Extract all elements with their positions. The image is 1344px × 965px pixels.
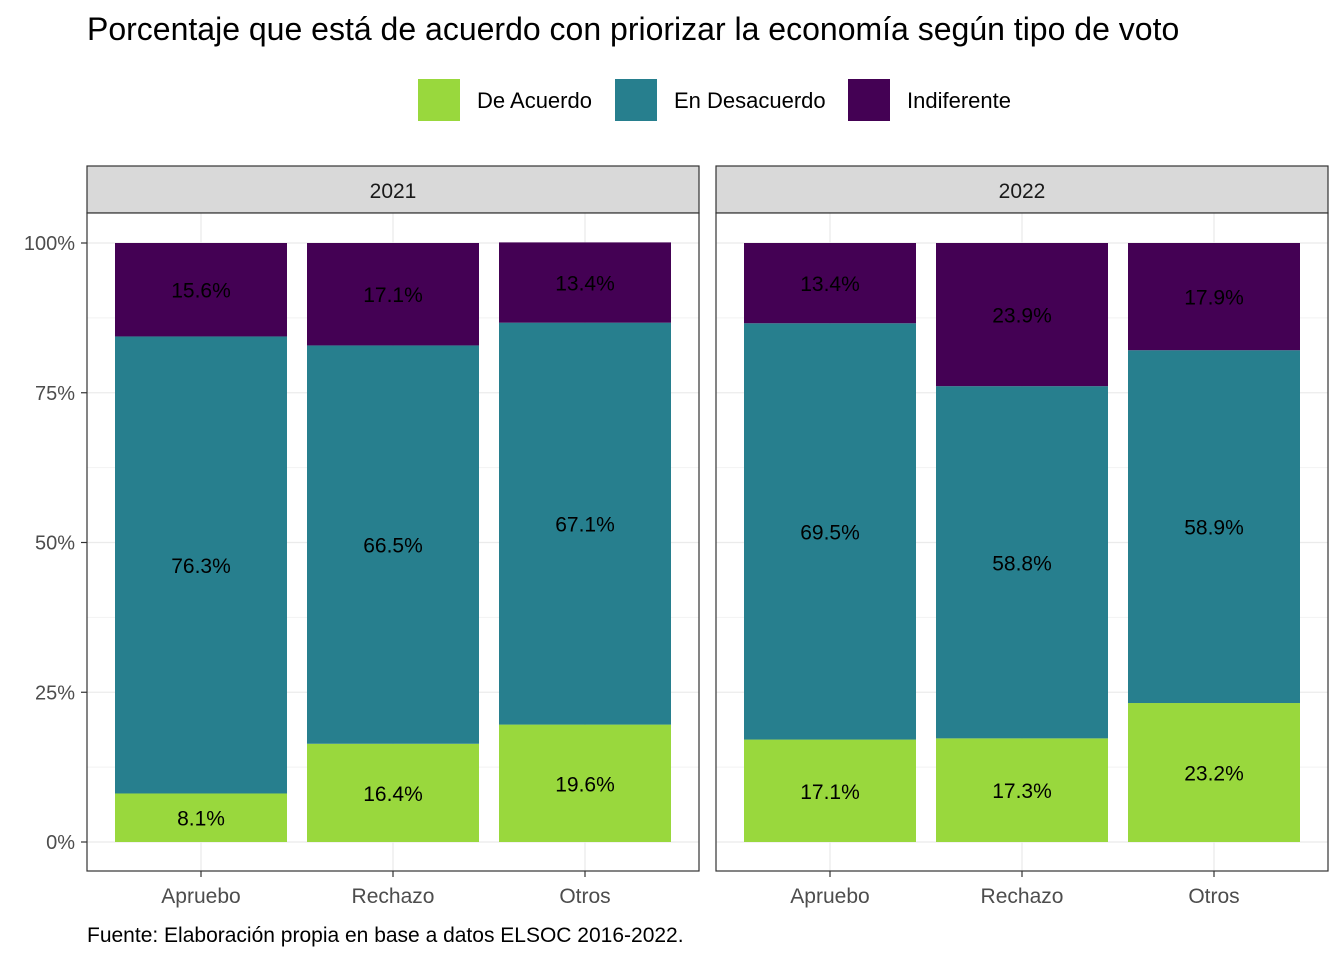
x-tick-label: Apruebo — [161, 885, 240, 908]
bar-2022-otros-de-acuerdo — [1128, 703, 1300, 842]
y-axis: 0% 25% 50% 75% 100% — [24, 233, 87, 854]
y-tick-label: 50% — [35, 533, 75, 555]
data-label: 76.3% — [171, 555, 231, 578]
data-label: 13.4% — [800, 273, 860, 296]
bar-2022-apruebo-indiferente — [744, 243, 916, 324]
legend-key-en-desacuerdo — [615, 79, 657, 121]
data-label: 16.4% — [363, 783, 423, 806]
bar-2021-otros-de-acuerdo — [499, 724, 671, 842]
data-label: 23.2% — [1184, 763, 1244, 786]
data-label: 17.9% — [1184, 287, 1244, 310]
facet-strip — [86, 165, 700, 214]
facet-panels: 2021 8.1% 76.3% 15.6% 16.4% 66.5% 17.1% 19.6% 67… — [86, 165, 1329, 908]
facet-strip — [715, 165, 1329, 214]
facet-panel-2021: 2021 8.1% 76.3% 15.6% 16.4% 66.5% 17.1% 19.6% 67… — [86, 165, 700, 908]
bar-2022-rechazo-indiferente — [936, 243, 1108, 387]
chart-title: Porcentaje que está de acuerdo con prior… — [87, 11, 1179, 47]
facet-strip-label: 2022 — [999, 180, 1046, 203]
data-label: 13.4% — [555, 273, 615, 296]
data-label: 15.6% — [171, 280, 231, 303]
data-label: 17.3% — [992, 780, 1052, 803]
bar-2022-apruebo-en-desacuerdo — [744, 323, 916, 740]
x-tick-label: Otros — [559, 885, 610, 908]
y-tick-label: 25% — [35, 682, 75, 704]
data-label: 23.9% — [992, 305, 1052, 328]
x-tick-label: Rechazo — [981, 885, 1064, 908]
facet-panel-2022: 2022 17.1% 69.5% 13.4% 17.3% 58.8% 23.9% 23.2% 5… — [715, 165, 1329, 908]
bar-2021-apruebo-en-desacuerdo — [115, 336, 287, 794]
bar-2022-apruebo-de-acuerdo — [744, 739, 916, 842]
legend-key-de-acuerdo — [418, 79, 460, 121]
bar-2022-otros-indiferente — [1128, 243, 1300, 351]
data-label: 58.8% — [992, 552, 1052, 575]
legend-label-en-desacuerdo: En Desacuerdo — [674, 88, 826, 113]
bar-2021-apruebo-indiferente — [115, 243, 287, 337]
bar-2021-rechazo-de-acuerdo — [307, 743, 479, 842]
data-label: 8.1% — [177, 808, 225, 831]
bar-2021-otros-en-desacuerdo — [499, 322, 671, 725]
bar-2021-apruebo-de-acuerdo — [115, 793, 287, 842]
data-label: 58.9% — [1184, 517, 1244, 540]
bar-2021-rechazo-indiferente — [307, 243, 479, 346]
bar-2021-otros-indiferente — [499, 242, 671, 323]
y-tick-label: 75% — [35, 383, 75, 405]
facet-strip-label: 2021 — [370, 180, 417, 203]
bar-2022-rechazo-de-acuerdo — [936, 738, 1108, 842]
data-label: 67.1% — [555, 514, 615, 537]
legend: De Acuerdo En Desacuerdo Indiferente — [418, 79, 1011, 121]
y-tick-label: 0% — [46, 832, 75, 854]
x-tick-label: Otros — [1188, 885, 1239, 908]
data-label: 17.1% — [800, 781, 860, 804]
data-label: 19.6% — [555, 773, 615, 796]
x-tick-label: Rechazo — [352, 885, 435, 908]
data-label: 17.1% — [363, 284, 423, 307]
y-tick-label: 100% — [24, 233, 75, 255]
bar-2021-rechazo-en-desacuerdo — [307, 345, 479, 744]
data-label: 66.5% — [363, 535, 423, 558]
chart-caption: Fuente: Elaboración propia en base a dat… — [87, 924, 684, 947]
bar-2022-rechazo-en-desacuerdo — [936, 386, 1108, 739]
legend-key-indiferente — [848, 79, 890, 121]
x-tick-label: Apruebo — [790, 885, 869, 908]
legend-label-indiferente: Indiferente — [907, 88, 1011, 113]
legend-label-de-acuerdo: De Acuerdo — [477, 88, 592, 113]
bar-2022-otros-en-desacuerdo — [1128, 350, 1300, 704]
data-label: 69.5% — [800, 521, 860, 544]
